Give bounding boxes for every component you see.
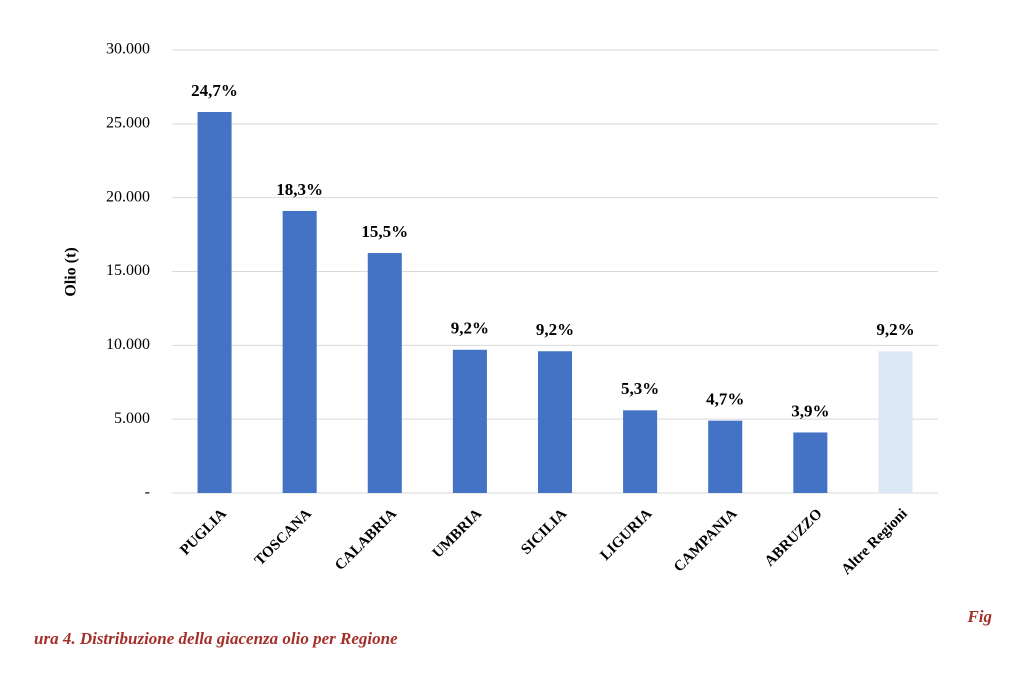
bar [367,253,402,493]
data-label: 9,2% [451,319,489,338]
caption: ura 4. Distribuzione della giacenza olio… [34,629,398,648]
y-tick-label: 10.000 [106,336,150,353]
data-label: 5,3% [621,379,659,398]
x-tick-label: Altre Regioni [839,506,911,578]
data-label: 24,7% [191,81,238,100]
y-tick-label: 5.000 [114,410,150,427]
x-tick-label: ABRUZZO [762,506,826,570]
data-label: 18,3% [276,180,323,199]
y-tick-label: - [145,484,150,501]
x-tick-label: TOSCANA [252,506,315,569]
data-label: 3,9% [791,401,829,420]
caption: Fig [966,607,992,626]
y-tick-label: 25.000 [106,115,150,132]
y-tick-label: 15.000 [106,262,150,279]
bar [282,210,317,493]
bar [708,420,743,493]
bar [623,410,658,493]
bar [878,351,913,493]
data-label: 15,5% [361,222,408,241]
y-axis-title: Olio (t) [63,247,80,296]
x-tick-label: SICILIA [518,506,570,558]
bar [793,432,828,493]
bar [197,112,232,494]
x-tick-label: LIGURIA [597,506,655,564]
x-tick-label: PUGLIA [177,506,230,559]
bar [537,351,573,493]
x-tick-label: CAMPANIA [671,506,741,576]
y-tick-label: 20.000 [106,188,150,205]
y-tick-label: 30.000 [106,41,150,58]
data-label: 4,7% [706,390,744,409]
x-tick-label: UMBRIA [430,506,486,562]
data-label: 9,2% [536,320,574,339]
bar [452,349,487,493]
x-tick-label: CALABRIA [332,506,400,574]
data-label: 9,2% [876,320,914,339]
